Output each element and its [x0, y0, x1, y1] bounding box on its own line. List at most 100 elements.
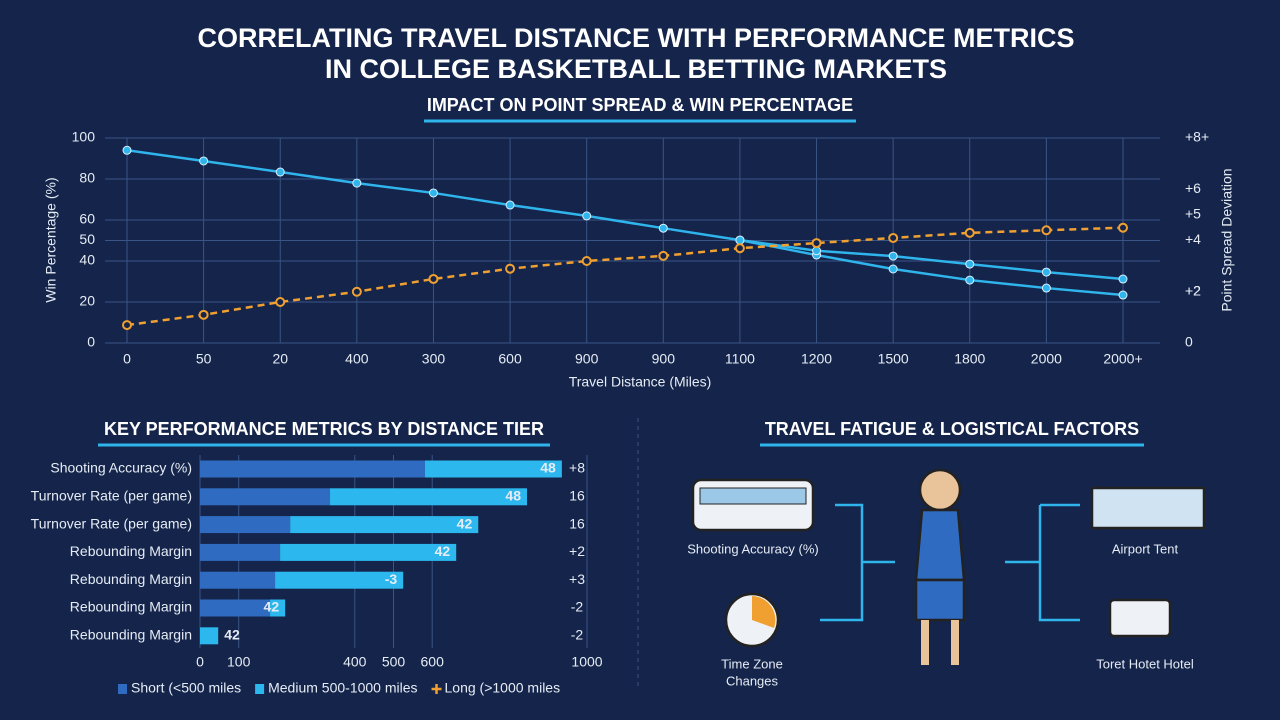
x-tick-label: 1000	[571, 654, 602, 670]
y-tick-label: 50	[79, 231, 95, 247]
x-tick-label: 600	[421, 654, 445, 670]
bus-window	[699, 487, 807, 505]
point	[582, 211, 592, 221]
point	[1041, 225, 1052, 236]
point	[428, 188, 438, 198]
legend-label: Medium 500-1000 miles	[268, 680, 417, 696]
node-label: Changes	[726, 673, 779, 688]
y2-tick-label: +6	[1185, 180, 1201, 196]
x-tick-label: 400	[345, 351, 369, 367]
point	[735, 235, 745, 245]
x-tick-label: 600	[498, 351, 522, 367]
x-tick-label: 1100	[725, 351, 755, 367]
side-label: +2	[569, 543, 585, 559]
y-tick-label: 80	[79, 170, 95, 186]
point	[1118, 290, 1128, 300]
x-axis-label: Travel Distance (Miles)	[569, 374, 712, 390]
arrow-left	[820, 503, 895, 622]
player-legs	[921, 620, 959, 665]
y2-tick-label: 0	[1185, 334, 1193, 350]
title: IN COLLEGE BASKETBALL BETTING MARKETS	[325, 54, 947, 84]
side-label: +3	[569, 571, 585, 587]
bar	[200, 627, 219, 645]
bar	[290, 516, 479, 534]
point	[199, 156, 209, 166]
x-tick-label: 900	[652, 351, 676, 367]
bar	[280, 543, 457, 561]
bar	[200, 460, 425, 478]
player-shorts	[914, 578, 966, 622]
x-tick-label: 1200	[801, 351, 832, 367]
y-tick-label: 40	[79, 252, 95, 268]
category-label: Turnover Rate (per game)	[31, 488, 192, 504]
category-label: Rebounding Margin	[70, 599, 192, 615]
point	[1118, 222, 1128, 233]
point	[275, 167, 285, 177]
category-label: Turnover Rate (per game)	[31, 515, 192, 531]
side-label: 16	[569, 515, 585, 531]
point	[505, 263, 516, 274]
player-head	[918, 468, 962, 512]
section-title: KEY PERFORMANCE METRICS BY DISTANCE TIER	[104, 419, 544, 439]
arrow-right	[1005, 503, 1080, 622]
bar	[424, 460, 562, 478]
bar-label: 42	[435, 543, 451, 559]
legend-marker	[118, 684, 127, 694]
category-label: Rebounding Margin	[70, 543, 192, 559]
x-tick-label: 1500	[878, 351, 909, 367]
bar	[330, 488, 528, 506]
x-tick-label: 300	[422, 351, 446, 367]
x-tick-label: 2000	[1031, 351, 1062, 367]
category-label: Rebounding Margin	[70, 627, 192, 643]
title: CORRELATING TRAVEL DISTANCE WITH PERFORM…	[198, 23, 1075, 53]
x-tick-label: 0	[123, 351, 131, 367]
y2-tick-label: +2	[1185, 282, 1201, 298]
series-line	[739, 238, 1124, 281]
point	[351, 286, 362, 297]
clock-wedge	[752, 596, 776, 628]
side-label: 16	[569, 488, 585, 504]
bar-label: 48	[505, 488, 521, 504]
y2-tick-label: +4	[1185, 231, 1201, 247]
point	[1118, 274, 1128, 284]
point	[965, 275, 975, 285]
point	[658, 250, 669, 261]
point	[888, 264, 898, 274]
legend-marker	[255, 684, 265, 694]
point	[734, 243, 745, 254]
legend-label: Short (<500 miles	[131, 680, 241, 696]
y-tick-label: 20	[79, 293, 95, 309]
bar	[275, 571, 404, 589]
y2-tick-label: +2	[1185, 282, 1201, 298]
category-label: Shooting Accuracy (%)	[50, 460, 192, 476]
point	[581, 256, 592, 266]
hotel-icon	[1108, 598, 1172, 638]
airport-icon	[1090, 486, 1206, 530]
bar	[200, 599, 271, 617]
bar	[270, 599, 286, 617]
point	[965, 259, 975, 269]
node-label: Toret Hotet Hotel	[1096, 656, 1194, 671]
point	[1041, 283, 1051, 293]
subtitle: IMPACT ON POINT SPREAD & WIN PERCENTAGE	[427, 95, 853, 115]
point	[275, 297, 286, 307]
point	[658, 223, 668, 233]
series-line	[126, 149, 1124, 297]
section-title: TRAVEL FATIGUE & LOGISTICAL FACTORS	[765, 419, 1139, 439]
point	[505, 200, 515, 210]
y-tick-label: 60	[79, 211, 95, 227]
bar-label: -3	[385, 571, 398, 587]
y-tick-label: 100	[72, 129, 96, 145]
point	[198, 309, 209, 320]
point	[888, 232, 899, 243]
x-tick-label: 900	[575, 351, 599, 367]
x-tick-label: 400	[343, 654, 367, 670]
bar-label: 42	[264, 599, 280, 615]
point	[428, 273, 439, 284]
bar	[200, 543, 281, 561]
node-label: Shooting Accuracy (%)	[687, 541, 819, 556]
x-tick-label: 100	[227, 654, 251, 670]
point	[122, 320, 132, 331]
bar-label: 42	[224, 627, 240, 643]
